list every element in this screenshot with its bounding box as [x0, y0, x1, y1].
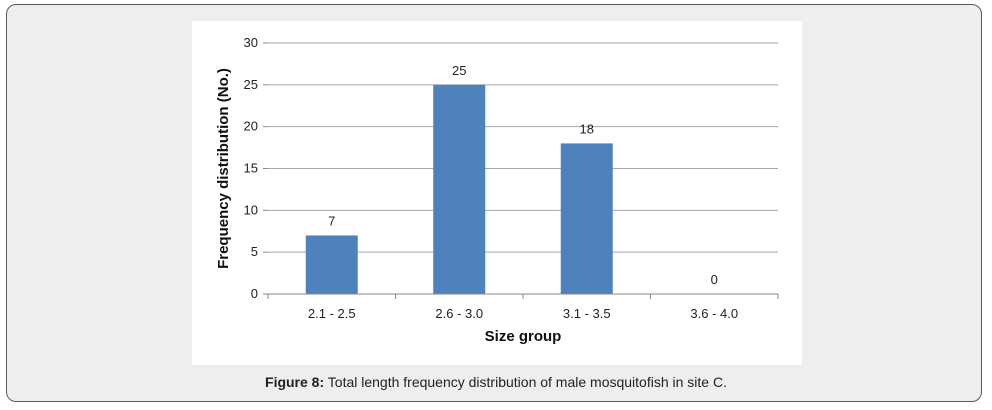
x-tick-label: 2.1 - 2.5 — [308, 306, 356, 321]
data-label: 25 — [452, 63, 466, 78]
bar — [305, 235, 358, 294]
bar-chart: 0 5 10 15 20 25 30 7 25 18 0 2.1 - 2.5 2.6 - 3.0 3.… — [215, 35, 779, 345]
y-tick-label: 30 — [244, 35, 258, 50]
x-tick-label: 3.6 - 4.0 — [690, 306, 738, 321]
x-tick-label: 2.6 - 3.0 — [435, 306, 483, 321]
y-tick-label: 10 — [244, 202, 258, 217]
gridlines — [268, 42, 778, 253]
data-label: 18 — [580, 121, 594, 136]
y-axis-title: Frequency distribution (No.) — [215, 68, 232, 269]
figure-caption: Figure 8: Total length frequency distrib… — [0, 374, 992, 390]
caption-text: Total length frequency distribution of m… — [324, 374, 727, 390]
y-axis-ticks: 0 5 10 15 20 25 30 — [244, 35, 268, 301]
chart-area: 0 5 10 15 20 25 30 7 25 18 0 2.1 - 2.5 2.6 - 3.0 3.… — [192, 21, 802, 365]
data-labels: 7 25 18 0 — [328, 63, 718, 287]
bar — [560, 143, 613, 294]
x-axis-title: Size group — [485, 328, 562, 345]
data-label: 0 — [711, 272, 718, 287]
y-tick-label: 15 — [244, 161, 258, 176]
caption-prefix: Figure 8: — [265, 374, 325, 390]
y-tick-label: 5 — [251, 244, 258, 259]
y-tick-label: 0 — [251, 286, 258, 301]
data-label: 7 — [328, 213, 335, 228]
bar — [433, 84, 486, 294]
y-tick-label: 20 — [244, 119, 258, 134]
x-axis-ticks: 2.1 - 2.5 2.6 - 3.0 3.1 - 3.5 3.6 - 4.0 — [267, 294, 779, 321]
bars — [305, 84, 613, 294]
x-tick-label: 3.1 - 3.5 — [563, 306, 611, 321]
y-tick-label: 25 — [244, 77, 258, 92]
